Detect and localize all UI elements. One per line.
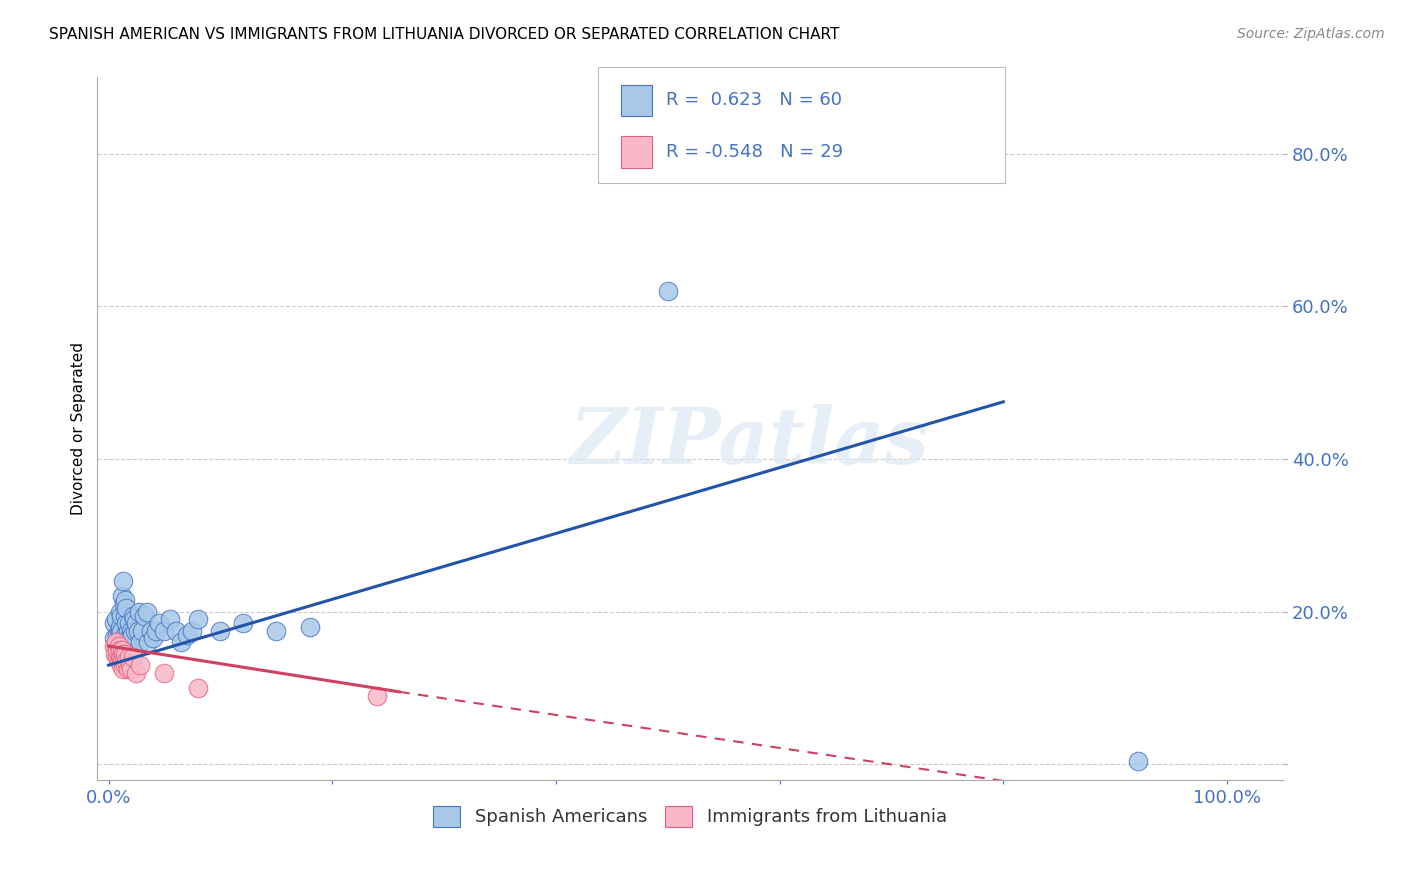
Point xyxy=(159,612,181,626)
Point xyxy=(1126,754,1149,768)
Text: R =  0.623   N = 60: R = 0.623 N = 60 xyxy=(666,91,842,110)
Point xyxy=(121,627,143,641)
Point xyxy=(103,616,125,631)
Point xyxy=(118,635,141,649)
Point xyxy=(108,627,131,641)
Point xyxy=(110,650,132,665)
Point xyxy=(103,632,125,646)
Point xyxy=(107,654,129,668)
Point xyxy=(176,627,198,641)
Y-axis label: Divorced or Separated: Divorced or Separated xyxy=(72,342,86,515)
Text: SPANISH AMERICAN VS IMMIGRANTS FROM LITHUANIA DIVORCED OR SEPARATED CORRELATION : SPANISH AMERICAN VS IMMIGRANTS FROM LITH… xyxy=(49,27,839,42)
Point xyxy=(103,639,125,653)
Point xyxy=(145,624,167,638)
Point xyxy=(115,600,138,615)
Point xyxy=(181,624,204,638)
Point xyxy=(107,639,129,653)
Text: Source: ZipAtlas.com: Source: ZipAtlas.com xyxy=(1237,27,1385,41)
Text: ZIPatlas: ZIPatlas xyxy=(569,404,929,481)
Point xyxy=(107,650,129,665)
Point xyxy=(298,620,321,634)
Point xyxy=(114,647,136,661)
Point xyxy=(139,624,162,638)
Point xyxy=(104,647,127,661)
Point xyxy=(122,650,145,665)
Point xyxy=(136,635,159,649)
Point xyxy=(232,616,254,631)
Point xyxy=(120,624,142,638)
Point xyxy=(128,635,150,649)
Point xyxy=(366,689,388,703)
Point xyxy=(125,665,148,680)
Point xyxy=(117,632,139,646)
Point xyxy=(125,616,148,631)
Point xyxy=(110,658,132,673)
Point xyxy=(114,627,136,641)
Point xyxy=(165,624,187,638)
Point xyxy=(127,624,149,638)
Point xyxy=(120,662,142,676)
Point xyxy=(112,662,135,676)
Point xyxy=(110,624,132,638)
Point xyxy=(128,658,150,673)
Point xyxy=(124,624,146,638)
Point xyxy=(111,654,134,668)
Point xyxy=(122,612,145,626)
Point xyxy=(115,616,138,631)
Point xyxy=(115,654,138,668)
Point xyxy=(120,632,142,646)
Point xyxy=(110,608,132,623)
Point xyxy=(153,624,176,638)
Point xyxy=(107,643,129,657)
Point xyxy=(134,608,156,623)
Point xyxy=(128,605,150,619)
Point xyxy=(112,574,135,589)
Point xyxy=(108,605,131,619)
Point xyxy=(111,635,134,649)
Point xyxy=(108,639,131,653)
Point xyxy=(153,665,176,680)
Point xyxy=(118,639,141,653)
Point xyxy=(107,624,129,638)
Point xyxy=(118,658,141,673)
Point xyxy=(187,681,209,695)
Point xyxy=(122,608,145,623)
Point xyxy=(112,632,135,646)
Point xyxy=(117,662,139,676)
Point xyxy=(187,612,209,626)
Point xyxy=(108,620,131,634)
Point xyxy=(111,643,134,657)
Point xyxy=(209,624,232,638)
Point xyxy=(105,635,128,649)
Point xyxy=(266,624,288,638)
Point xyxy=(114,593,136,607)
Point xyxy=(131,624,153,638)
Point xyxy=(117,624,139,638)
Point xyxy=(657,284,679,298)
Point xyxy=(107,627,129,641)
Point xyxy=(114,658,136,673)
Point xyxy=(142,632,165,646)
Point xyxy=(112,643,135,657)
Point xyxy=(170,635,193,649)
Point xyxy=(108,650,131,665)
Point xyxy=(135,605,157,619)
Point xyxy=(112,597,135,611)
Point xyxy=(118,627,141,641)
Point xyxy=(107,635,129,649)
Point xyxy=(118,650,141,665)
Point xyxy=(114,608,136,623)
Point xyxy=(105,612,128,626)
Point xyxy=(118,616,141,631)
Point xyxy=(112,650,135,665)
Point xyxy=(108,643,131,657)
Legend: Spanish Americans, Immigrants from Lithuania: Spanish Americans, Immigrants from Lithu… xyxy=(426,798,955,834)
Point xyxy=(112,647,135,661)
Point xyxy=(148,616,170,631)
Text: R = -0.548   N = 29: R = -0.548 N = 29 xyxy=(666,143,844,161)
Point xyxy=(111,590,134,604)
